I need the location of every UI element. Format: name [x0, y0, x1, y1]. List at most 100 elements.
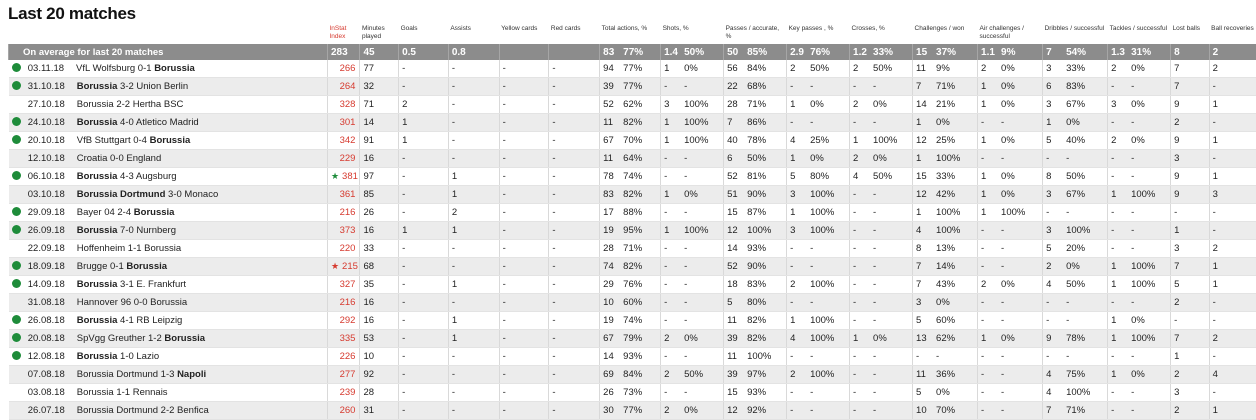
instat-index-cell: 327: [327, 276, 360, 294]
win-dot-icon: [12, 333, 21, 342]
key-cell-percent: -: [810, 261, 813, 272]
air-cell-value: -: [981, 315, 1001, 326]
goals-cell: -: [399, 330, 449, 348]
red-cards-cell: -: [549, 276, 600, 294]
tackles-cell: --: [1108, 114, 1171, 132]
key-cell-percent: 25%: [810, 135, 829, 146]
tackles-cell: --: [1108, 222, 1171, 240]
tackles-cell-percent: -: [1131, 81, 1134, 92]
shots-cell-value: 1: [664, 189, 684, 200]
crosses-cell: --: [850, 348, 913, 366]
dribbles-cell-percent: 83%: [1066, 81, 1085, 92]
match-date: 20.08.18: [28, 333, 65, 344]
shots-cell-value: -: [664, 207, 684, 218]
challenges-cell-value: 10: [916, 405, 936, 416]
shots-cell: --: [661, 384, 724, 402]
minutes-cell: 77: [360, 60, 399, 78]
challenges-cell-value: 1: [916, 153, 936, 164]
match-team-bold: Borussia Dortmund: [77, 189, 166, 200]
match-team-bold: Borussia: [77, 81, 118, 92]
page-title: Last 20 matches: [8, 4, 136, 24]
dribbles-cell-percent: 100%: [1066, 387, 1090, 398]
air-cell-value: -: [981, 387, 1001, 398]
crosses-cell-percent: -: [873, 225, 876, 236]
total-cell-percent: 82%: [623, 189, 642, 200]
crosses-cell-value: -: [853, 117, 873, 128]
assists-cell: 1: [448, 222, 499, 240]
shots-cell-percent: 50%: [684, 369, 703, 380]
crosses-cell: --: [850, 78, 913, 96]
dribbles-cell: --: [1043, 294, 1108, 312]
key-cell-percent: 100%: [810, 189, 834, 200]
air-cell-percent: -: [1001, 243, 1004, 254]
challenges-cell-value: 3: [916, 297, 936, 308]
instat-index-value: 226: [340, 351, 356, 362]
match-team-bold: Borussia: [77, 279, 118, 290]
dribbles-cell-value: 5: [1046, 243, 1066, 254]
passes-cell-percent: 81%: [747, 171, 766, 182]
challenges-cell-value: 12: [916, 189, 936, 200]
tackles-cell-value: -: [1111, 171, 1131, 182]
instat-index-cell: 264: [327, 78, 360, 96]
challenges-cell-value: 14: [916, 99, 936, 110]
red-cards-cell: -: [549, 222, 600, 240]
red-cards-cell: -: [549, 294, 600, 312]
challenges-cell: --: [913, 348, 978, 366]
match-text: VfB Stuttgart 0-4: [77, 135, 150, 146]
crosses-cell-value: -: [853, 81, 873, 92]
assists-cell: 1: [448, 276, 499, 294]
passes-cell-percent: 93%: [747, 387, 766, 398]
instat-index-cell: 216: [327, 294, 360, 312]
tackles-cell-percent: 0%: [1131, 135, 1145, 146]
passes-cell-percent: 92%: [747, 405, 766, 416]
crosses-cell-value: -: [853, 225, 873, 236]
air-cell-value: -: [981, 243, 1001, 254]
shots-cell-value: -: [664, 279, 684, 290]
crosses-cell: --: [850, 258, 913, 276]
instat-index-cell: 361: [327, 186, 360, 204]
tackles-cell: --: [1108, 168, 1171, 186]
average-key-value: 2.9: [790, 47, 810, 58]
match-team-bold: Borussia: [77, 315, 118, 326]
shots-cell-percent: -: [684, 297, 687, 308]
key-cell-value: -: [790, 261, 810, 272]
crosses-cell-percent: -: [873, 297, 876, 308]
result-cell: [9, 60, 25, 78]
win-dot-icon: [12, 225, 21, 234]
win-dot-icon: [12, 315, 21, 324]
crosses-cell: --: [850, 366, 913, 384]
match-text: 4-3 Augsburg: [117, 171, 176, 182]
tackles-cell: --: [1108, 384, 1171, 402]
ball-recoveries-cell: 1: [1209, 402, 1256, 420]
